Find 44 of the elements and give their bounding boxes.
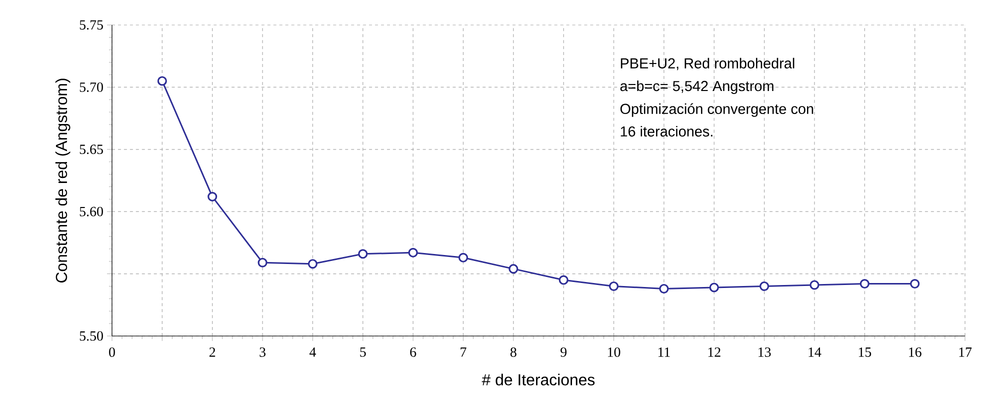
point xyxy=(659,284,669,294)
point xyxy=(458,252,468,262)
point xyxy=(709,282,719,292)
x-tick-label: 6 xyxy=(410,347,416,357)
y-tick-label: 5.50 xyxy=(80,331,103,341)
annotation: a=b=c= 5,542 Angstrom xyxy=(620,80,774,94)
point xyxy=(358,249,368,259)
x-tick-label: 7 xyxy=(460,347,466,357)
y-axis-title: Constante de red (Angstrom) xyxy=(55,78,70,282)
y-tick-label: 5.60 xyxy=(80,206,103,216)
point xyxy=(558,275,568,285)
point xyxy=(258,258,268,268)
x-tick-label: 10 xyxy=(608,347,620,357)
point xyxy=(157,76,167,86)
annotation: 16 iteraciones. xyxy=(620,126,712,137)
x-tick-label: 5 xyxy=(360,347,366,357)
annotation: Optimización convergente con xyxy=(620,103,814,117)
annotation: PBE+U2, Red rombohedral xyxy=(620,58,794,70)
x-tick-label: 2 xyxy=(209,347,216,357)
x-tick-label: 17 xyxy=(959,347,972,357)
point xyxy=(860,278,870,289)
x-tick-label: 16 xyxy=(909,347,922,357)
x-tick-label: 9 xyxy=(560,347,567,357)
y-tick-label: 5.75 xyxy=(80,20,103,30)
point xyxy=(810,280,820,290)
point xyxy=(760,281,770,292)
x-tick-label: 8 xyxy=(510,347,516,357)
x-tick-label: 4 xyxy=(309,347,316,357)
y-tick-label: 5.65 xyxy=(80,144,103,154)
x-tick-label: 15 xyxy=(858,347,872,357)
x-tick-label: 12 xyxy=(708,347,720,357)
x-tick-label: 14 xyxy=(808,347,822,357)
point xyxy=(208,192,218,202)
x-tick-label: 11 xyxy=(658,347,670,357)
point xyxy=(408,248,418,258)
y-tick-label: 5.70 xyxy=(80,82,103,92)
x-tick-label: 13 xyxy=(758,347,771,357)
x-tick-label: 3 xyxy=(260,347,266,357)
point xyxy=(308,259,318,269)
point xyxy=(910,278,920,289)
x-tick-label: 0 xyxy=(109,347,115,357)
point xyxy=(608,281,619,292)
x-axis-title: # de Iteraciones xyxy=(482,374,595,386)
point xyxy=(508,264,518,274)
